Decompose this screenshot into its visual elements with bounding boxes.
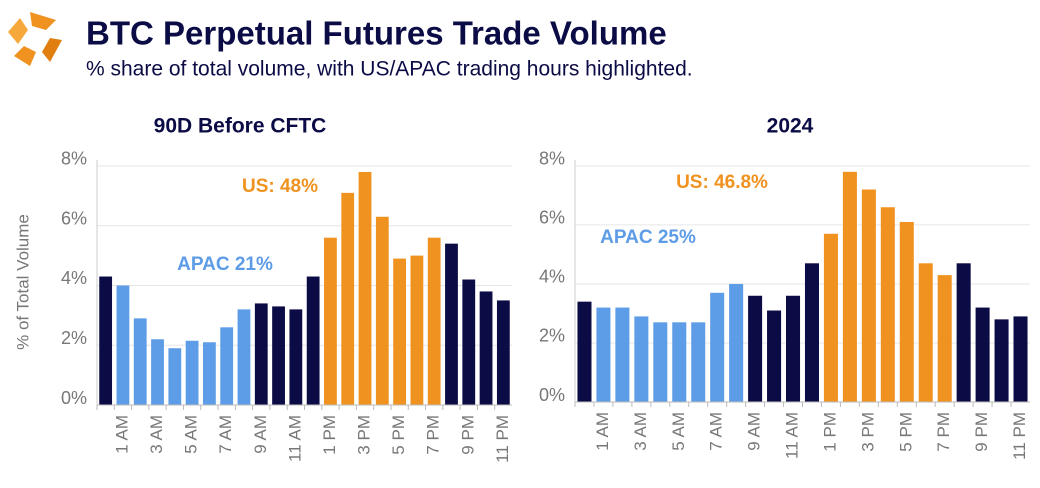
x-tick-label: 3 PM	[858, 412, 877, 452]
bar	[427, 237, 441, 405]
y-tick-label: 8%	[61, 149, 87, 169]
bar	[185, 340, 199, 405]
bar	[975, 307, 990, 402]
bar	[202, 342, 216, 405]
bar	[842, 171, 857, 402]
bar	[672, 322, 687, 402]
bar	[168, 348, 182, 405]
bar	[462, 279, 476, 405]
x-tick-label: 3 AM	[631, 412, 650, 451]
bar	[596, 307, 611, 402]
bar	[496, 300, 510, 405]
y-tick-label: 2%	[539, 326, 565, 346]
x-tick-label: 1 PM	[320, 415, 339, 455]
x-tick-label: 11 AM	[285, 415, 304, 462]
x-tick-label: 11 AM	[783, 412, 802, 459]
bar	[956, 263, 971, 402]
logo	[8, 12, 62, 66]
y-tick-label: 6%	[539, 208, 565, 228]
bar	[479, 291, 493, 405]
bar	[691, 322, 706, 402]
bar	[899, 221, 914, 402]
bar	[272, 306, 285, 405]
bar	[634, 316, 649, 402]
bar	[786, 295, 801, 402]
bar	[358, 171, 372, 405]
bar	[653, 322, 668, 402]
y-tick-label: 0%	[539, 385, 565, 405]
x-tick-label: 3 PM	[355, 415, 374, 455]
chart-title: 2024	[767, 115, 814, 138]
x-tick-label: 5 AM	[182, 415, 201, 454]
bar	[116, 285, 130, 405]
title: BTC Perpetual Futures Trade Volume	[86, 15, 667, 52]
annotation: APAC 25%	[600, 227, 696, 248]
bar	[729, 283, 744, 402]
bar	[823, 233, 838, 402]
bar	[341, 192, 355, 405]
bar	[133, 318, 147, 405]
bar	[577, 301, 592, 402]
bar	[254, 303, 268, 405]
x-tick-label: 11 PM	[493, 415, 512, 463]
x-tick-label: 1 PM	[820, 412, 839, 452]
bar	[306, 276, 320, 405]
x-tick-label: 7 AM	[707, 412, 726, 451]
x-tick-label: 5 PM	[389, 415, 408, 455]
annotation: US: 48%	[242, 176, 318, 197]
subtitle: % share of total volume, with US/APAC tr…	[86, 58, 693, 81]
x-tick-label: 1 AM	[593, 412, 612, 451]
bar	[804, 263, 819, 402]
bar	[937, 275, 952, 402]
x-tick-label: 7 PM	[934, 412, 953, 452]
bar	[880, 207, 895, 402]
bar	[918, 263, 933, 402]
x-tick-label: 9 PM	[458, 415, 477, 455]
bar	[324, 237, 337, 405]
x-tick-label: 9 PM	[972, 412, 991, 452]
y-tick-label: 4%	[61, 268, 87, 288]
y-tick-label: 8%	[539, 149, 565, 169]
bar	[289, 309, 303, 405]
x-tick-label: 5 PM	[896, 412, 915, 452]
annotation: US: 46.8%	[676, 172, 768, 193]
x-tick-label: 11 PM	[1010, 412, 1029, 460]
y-tick-label: 4%	[539, 267, 565, 287]
annotation: APAC 21%	[177, 254, 273, 275]
bar	[861, 189, 876, 402]
bar	[237, 309, 251, 405]
bar	[393, 258, 407, 405]
bar	[99, 276, 113, 405]
bar	[410, 255, 424, 405]
bar	[710, 292, 725, 402]
y-axis-label: % of Total Volume	[13, 214, 32, 350]
y-tick-label: 0%	[61, 388, 87, 408]
x-tick-label: 7 PM	[424, 415, 443, 455]
x-tick-label: 9 AM	[251, 415, 270, 454]
bar	[445, 243, 458, 405]
y-tick-label: 6%	[61, 208, 87, 228]
bar	[151, 339, 164, 405]
x-tick-label: 1 AM	[112, 415, 131, 454]
y-tick-label: 2%	[61, 328, 87, 348]
bar	[615, 307, 630, 402]
bar	[994, 319, 1009, 402]
x-tick-label: 7 AM	[216, 415, 235, 454]
x-tick-label: 3 AM	[147, 415, 166, 454]
bar	[748, 295, 763, 402]
bar	[375, 216, 389, 405]
bar	[1013, 316, 1028, 402]
bar	[767, 310, 782, 402]
x-tick-label: 5 AM	[669, 412, 688, 451]
bar	[220, 327, 234, 405]
x-tick-label: 9 AM	[745, 412, 764, 451]
chart-title: 90D Before CFTC	[154, 115, 327, 138]
